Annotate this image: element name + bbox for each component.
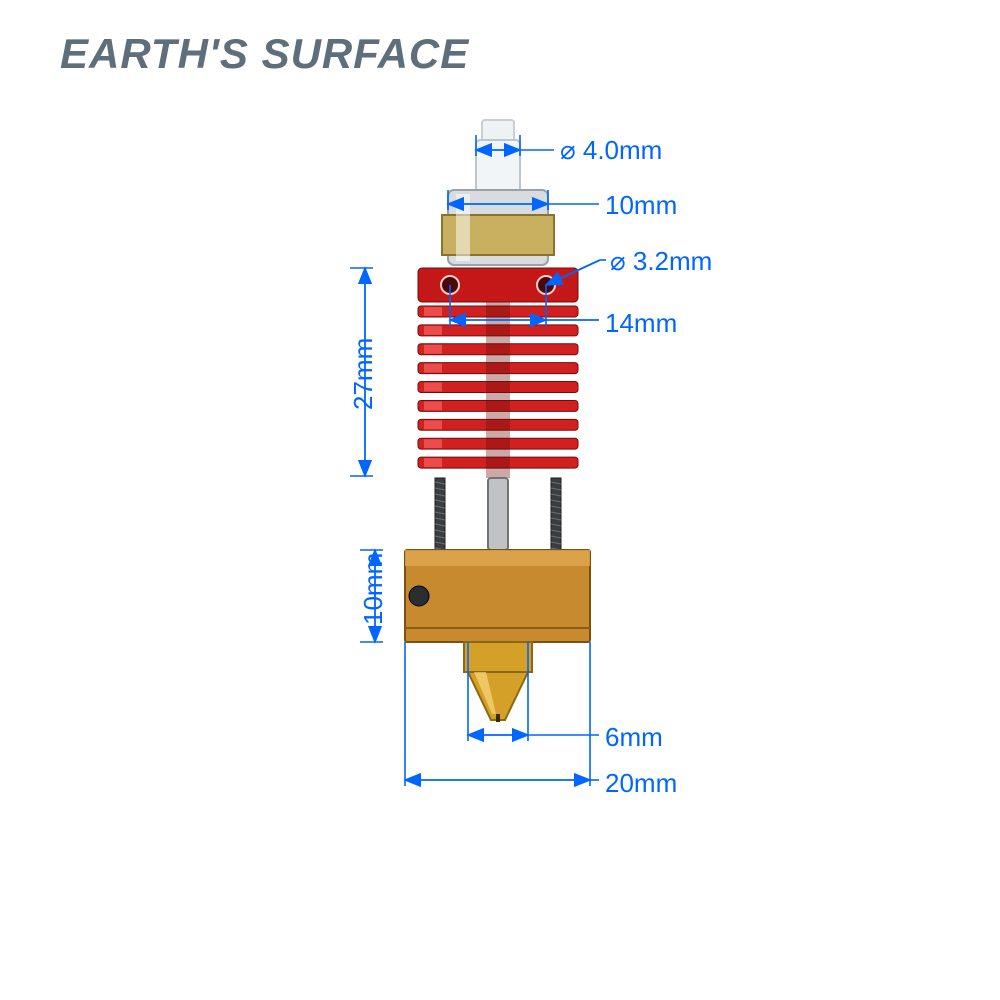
dim-heatsink-h: 27mm (348, 338, 379, 410)
dim-hole-pitch: 14mm (605, 308, 677, 339)
dim-nozzle-w: 6mm (605, 722, 663, 753)
dim-tube-dia: ⌀ 4.0mm (560, 135, 662, 166)
dimension-lines (0, 0, 1000, 1000)
dim-block-w: 20mm (605, 768, 677, 799)
dim-hole-dia: ⌀ 3.2mm (610, 246, 712, 277)
dim-block-h: 10mm (358, 553, 389, 625)
dim-coupler-w: 10mm (605, 190, 677, 221)
